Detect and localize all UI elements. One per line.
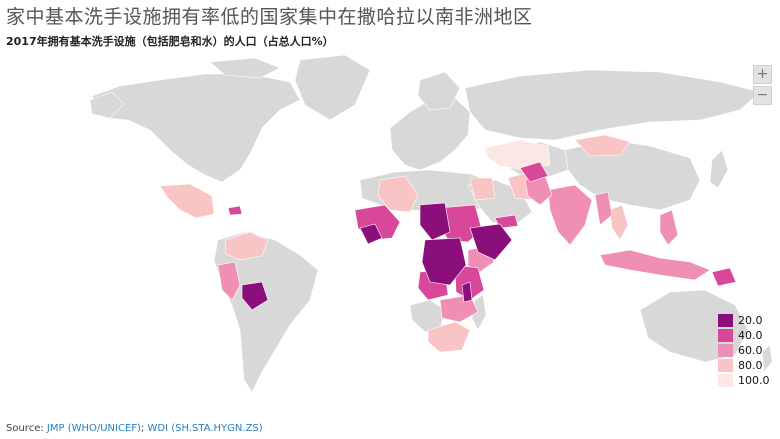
- ecuador-peru: [217, 261, 241, 301]
- map-subtitle: 2017年拥有基本洗手设施（包括肥皂和水）的人口（占总人口%）: [6, 35, 334, 48]
- land-no-data: [89, 54, 773, 393]
- legend-label: 60.0: [738, 344, 763, 357]
- world-choropleth-map[interactable]: [0, 52, 780, 422]
- map-legend: 20.0 40.0 60.0 80.0 100.0: [718, 313, 770, 388]
- source-link-jmp[interactable]: JMP (WHO/UNICEF): [46, 423, 141, 434]
- ethiopia-somalia: [469, 223, 513, 261]
- legend-item: 60.0: [718, 343, 770, 358]
- legend-item: 40.0: [718, 328, 770, 343]
- malawi: [461, 281, 473, 303]
- haiti: [227, 205, 243, 216]
- thailand: [609, 204, 629, 241]
- legend-item: 100.0: [718, 373, 770, 388]
- scandinavia: [417, 71, 461, 111]
- arctic-islands: [209, 57, 281, 79]
- dr-congo: [421, 237, 467, 286]
- philippines: [659, 209, 679, 246]
- bolivia: [241, 281, 269, 311]
- legend-swatch: [718, 374, 733, 387]
- legend-item: 20.0: [718, 313, 770, 328]
- legend-label: 100.0: [738, 374, 770, 387]
- page-title: 家中基本洗手设施拥有率低的国家集中在撒哈拉以南非洲地区: [6, 6, 533, 28]
- legend-swatch: [718, 329, 733, 342]
- alaska: [89, 91, 125, 119]
- russia: [464, 69, 761, 141]
- legend-swatch: [718, 344, 733, 357]
- egypt: [469, 177, 496, 201]
- land-band-20: [241, 202, 513, 311]
- source-separator: ;: [140, 423, 145, 434]
- legend-label: 20.0: [738, 314, 763, 327]
- greenland: [294, 54, 371, 121]
- source-line: Source: JMP (WHO/UNICEF); WDI (SH.STA.HY…: [6, 423, 263, 434]
- liberia-guinea: [359, 223, 383, 245]
- new-zealand: [761, 344, 773, 373]
- land-band-60: [217, 174, 711, 323]
- legend-label: 80.0: [738, 359, 763, 372]
- source-prefix: Source:: [6, 423, 44, 434]
- legend-swatch: [718, 359, 733, 372]
- indonesia: [599, 249, 711, 281]
- japan: [709, 149, 729, 189]
- china: [564, 139, 701, 211]
- zoom-in-button[interactable]: +: [753, 65, 772, 84]
- south-america: [213, 231, 319, 393]
- legend-swatch: [718, 314, 733, 327]
- papua-new-guinea: [711, 267, 737, 287]
- mexico: [159, 183, 215, 219]
- mongolia: [574, 134, 631, 157]
- south-africa: [427, 321, 471, 353]
- north-america: [91, 73, 301, 183]
- legend-item: 80.0: [718, 358, 770, 373]
- afghanistan: [519, 161, 549, 183]
- colombia-venezuela: [224, 231, 269, 261]
- algeria: [377, 175, 419, 213]
- source-link-wdi[interactable]: WDI (SH.STA.HYGN.ZS): [147, 423, 263, 434]
- chad: [419, 202, 451, 241]
- zoom-out-button[interactable]: −: [753, 86, 772, 105]
- india: [547, 184, 593, 246]
- myanmar: [594, 191, 613, 226]
- legend-label: 40.0: [738, 329, 763, 342]
